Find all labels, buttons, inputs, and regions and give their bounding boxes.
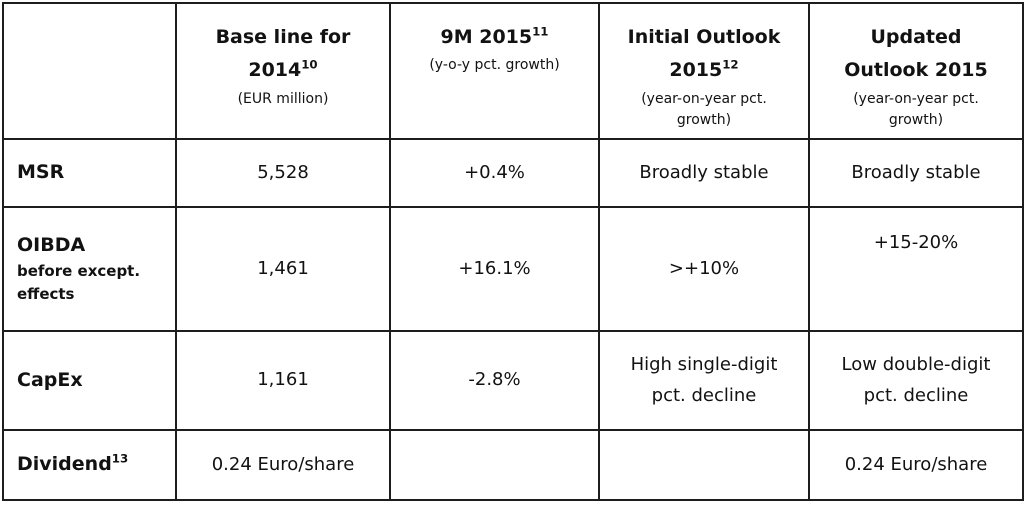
cell-capex-baseline: 1,161 [175, 330, 391, 431]
row-label-oibda-sub: before except. effects [17, 261, 141, 303]
table-row-oibda: OIBDA before except. effects 1,461 +16.1… [2, 206, 1024, 332]
cell-msr-initial-outlook: Broadly stable [598, 138, 810, 208]
header-title: Updated Outlook 2015 [844, 26, 988, 82]
cell-oibda-baseline: 1,461 [175, 206, 391, 332]
cell-oibda-initial-outlook: >+10% [598, 206, 810, 332]
cell-dividend-baseline: 0.24 Euro/share [175, 429, 391, 501]
cell-capex-initial-outlook: High single-digit pct. decline [598, 330, 810, 431]
header-row: Base line for 201410 (EUR million) 9M 20… [2, 2, 1024, 140]
cell-msr-updated-outlook: Broadly stable [808, 138, 1024, 208]
cell-dividend-updated-outlook: 0.24 Euro/share [808, 429, 1024, 501]
cell-oibda-9m2015: +16.1% [389, 206, 600, 332]
header-subtitle: (year-on-year pct. growth) [853, 90, 979, 129]
footnote-marker: 11 [532, 24, 549, 39]
header-cell-baseline-2014: Base line for 201410 (EUR million) [175, 2, 391, 140]
header-cell-updated-outlook: Updated Outlook 2015 (year-on-year pct. … [808, 2, 1024, 140]
row-label-msr: MSR [2, 138, 177, 208]
header-cell-initial-outlook: Initial Outlook 201512 (year-on-year pct… [598, 2, 810, 140]
header-cell-9m-2015: 9M 201511 (y-o-y pct. growth) [389, 2, 600, 140]
header-cell-empty [2, 2, 177, 140]
footnote-marker: 12 [722, 57, 739, 72]
cell-dividend-9m2015 [389, 429, 600, 501]
header-subtitle: (y-o-y pct. growth) [429, 57, 560, 74]
cell-capex-9m2015: -2.8% [389, 330, 600, 431]
table-row-msr: MSR 5,528 +0.4% Broadly stable Broadly s… [2, 138, 1024, 208]
footnote-marker: 13 [111, 451, 129, 466]
header-title: 9M 201511 [440, 24, 549, 48]
row-label-capex: CapEx [2, 330, 177, 431]
cell-oibda-updated-outlook: +15-20% [808, 206, 1024, 332]
cell-dividend-initial-outlook [598, 429, 810, 501]
header-title: Initial Outlook 201512 [627, 26, 781, 82]
cell-msr-baseline: 5,528 [175, 138, 391, 208]
footnote-marker: 10 [301, 57, 318, 72]
table-header: Base line for 201410 (EUR million) 9M 20… [2, 2, 1024, 140]
header-subtitle: (EUR million) [237, 90, 329, 107]
cell-capex-updated-outlook: Low double-digit pct. decline [808, 330, 1024, 431]
table-body: MSR 5,528 +0.4% Broadly stable Broadly s… [2, 138, 1024, 501]
row-label-dividend: Dividend13 [2, 429, 177, 501]
table-row-capex: CapEx 1,161 -2.8% High single-digit pct.… [2, 330, 1024, 431]
table-row-dividend: Dividend13 0.24 Euro/share 0.24 Euro/sha… [2, 429, 1024, 501]
header-subtitle: (year-on-year pct. growth) [641, 90, 767, 129]
row-label-oibda: OIBDA before except. effects [2, 206, 177, 332]
header-title: Base line for 201410 [215, 26, 351, 82]
cell-msr-9m2015: +0.4% [389, 138, 600, 208]
